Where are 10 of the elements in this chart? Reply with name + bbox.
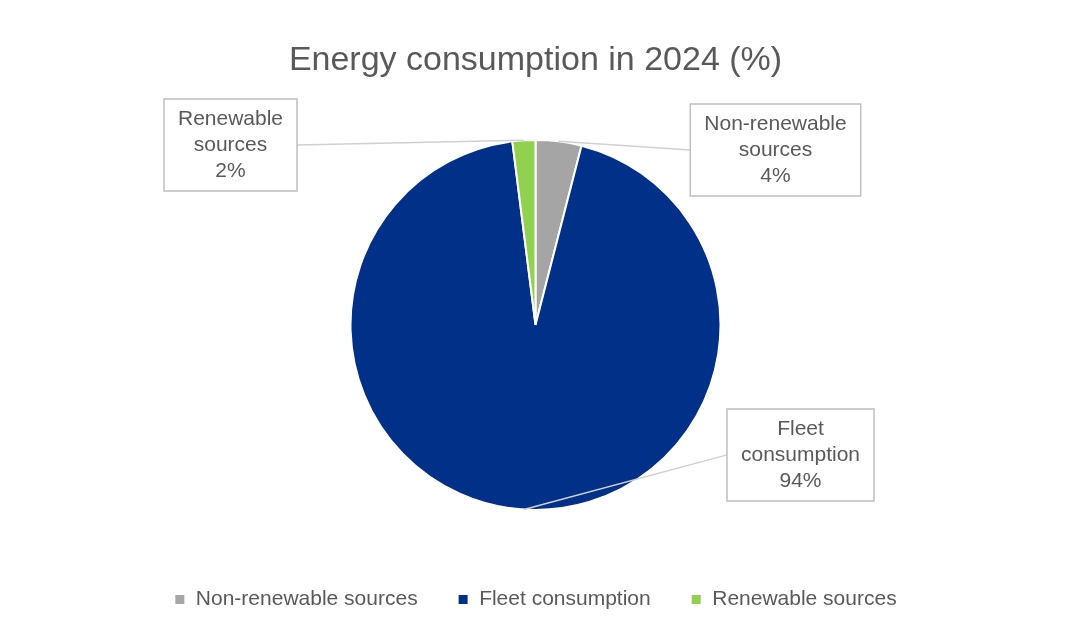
data-label: 2% (215, 157, 246, 181)
slice-label: Non-renewable sources (704, 110, 847, 160)
data-label: 4% (760, 162, 791, 186)
slice-label: Fleet consumption (740, 415, 861, 465)
slice-label: Renewable sources (177, 105, 284, 155)
data-label: 94% (779, 467, 822, 491)
legend-label: Renewable sources (712, 586, 897, 610)
legend-label: Non-renewable sources (195, 586, 418, 610)
legend-label: Fleet consumption (479, 586, 651, 610)
chart-title: Energy consumption in 2024 (%) (288, 38, 783, 77)
